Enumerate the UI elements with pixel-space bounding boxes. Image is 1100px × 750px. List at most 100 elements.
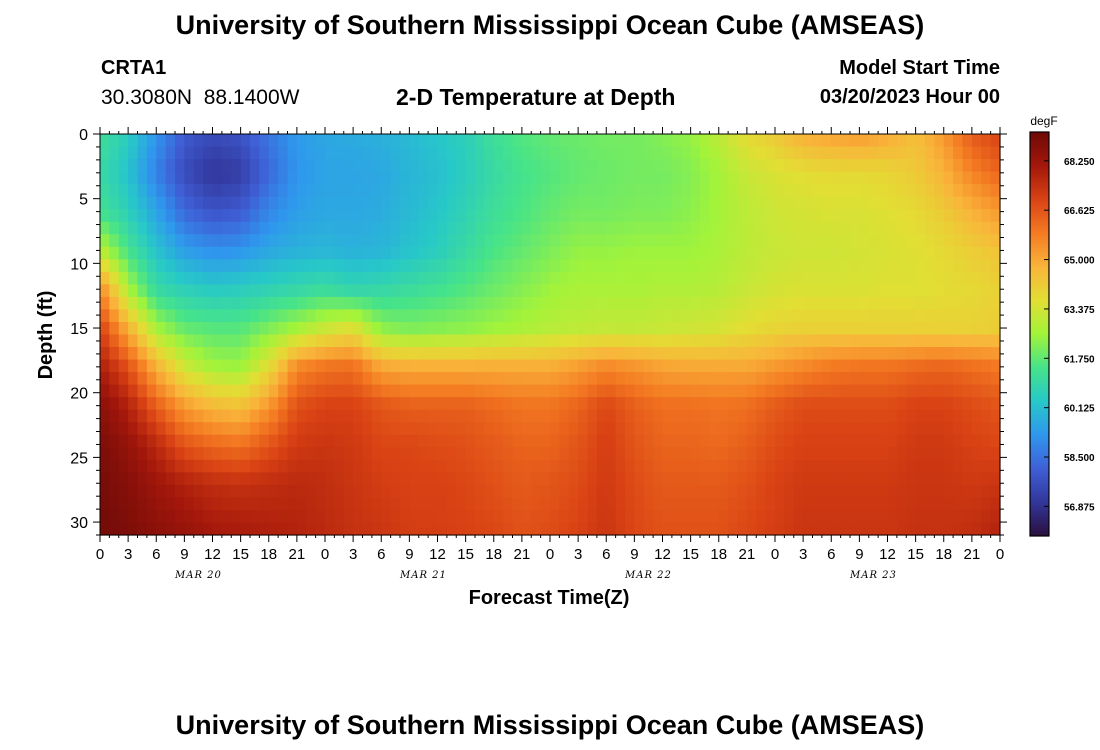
heatmap-cell	[259, 447, 270, 461]
heatmap-cell	[503, 146, 514, 160]
heatmap-cell	[306, 397, 317, 411]
heatmap-cell	[765, 334, 776, 348]
heatmap-cell	[531, 509, 542, 524]
heatmap-cell	[793, 497, 804, 511]
heatmap-cell	[212, 409, 223, 423]
heatmap-cell	[390, 409, 401, 423]
heatmap-cell	[559, 159, 570, 173]
heatmap-cell	[278, 509, 289, 524]
heatmap-cell	[353, 234, 364, 248]
heatmap-cell	[118, 459, 129, 473]
heatmap-cell	[287, 347, 298, 361]
heatmap-cell	[296, 347, 307, 361]
heatmap-cell	[446, 434, 457, 448]
heatmap-cell	[165, 447, 176, 461]
heatmap-cell	[568, 422, 579, 436]
heatmap-cell	[390, 397, 401, 411]
heatmap-cell	[362, 472, 373, 486]
heatmap-cell	[606, 472, 617, 486]
heatmap-cell	[156, 472, 167, 486]
heatmap-cell	[784, 134, 795, 148]
heatmap-cell	[109, 321, 120, 336]
heatmap-cell	[934, 196, 945, 210]
heatmap-cell	[578, 397, 589, 411]
heatmap-cell	[418, 309, 429, 323]
heatmap-cell	[821, 159, 832, 173]
heatmap-cell	[137, 159, 148, 173]
heatmap-cell	[606, 146, 617, 160]
heatmap-cell	[578, 134, 589, 148]
heatmap-cell	[156, 422, 167, 436]
heatmap-cell	[484, 434, 495, 448]
heatmap-cell	[596, 146, 607, 160]
heatmap-cell	[803, 484, 814, 499]
heatmap-cell	[493, 221, 504, 235]
heatmap-cell	[109, 447, 120, 461]
heatmap-cell	[221, 509, 232, 524]
heatmap-cell	[250, 221, 260, 235]
heatmap-cell	[250, 422, 260, 436]
heatmap-cell	[775, 359, 785, 373]
heatmap-cell	[878, 347, 889, 361]
heatmap-cell	[653, 359, 664, 373]
heatmap-cell	[437, 422, 448, 436]
heatmap-cell	[550, 184, 560, 198]
heatmap-cell	[118, 422, 129, 436]
heatmap-cell	[906, 309, 917, 323]
heatmap-cell	[212, 447, 223, 461]
heatmap-cell	[981, 309, 992, 323]
heatmap-cell	[175, 372, 185, 386]
heatmap-cell	[109, 209, 120, 223]
heatmap-cell	[775, 334, 785, 348]
heatmap-cell	[953, 522, 964, 536]
heatmap-cell	[118, 434, 129, 448]
heatmap-cell	[437, 522, 448, 536]
heatmap-cell	[428, 522, 439, 536]
heatmap-cell	[990, 284, 1001, 298]
heatmap-cell	[878, 246, 889, 260]
heatmap-cell	[315, 196, 326, 210]
heatmap-cell	[362, 484, 373, 499]
heatmap-cell	[315, 246, 326, 260]
heatmap-cell	[446, 296, 457, 311]
heatmap-cell	[990, 409, 1001, 423]
heatmap-cell	[503, 309, 514, 323]
heatmap-cell	[765, 209, 776, 223]
heatmap-cell	[484, 171, 495, 185]
heatmap-cell	[737, 196, 748, 210]
heatmap-cell	[193, 497, 204, 511]
heatmap-cell	[756, 372, 767, 386]
heatmap-cell	[118, 497, 129, 511]
heatmap-cell	[625, 296, 635, 311]
x-tick-label: 0	[771, 546, 779, 563]
heatmap-cell	[128, 221, 139, 235]
heatmap-cell	[109, 171, 120, 185]
heatmap-cell	[390, 309, 401, 323]
heatmap-cell	[268, 171, 279, 185]
heatmap-cell	[287, 271, 298, 285]
heatmap-cell	[287, 447, 298, 461]
heatmap-cell	[503, 484, 514, 499]
heatmap-cell	[662, 459, 673, 473]
heatmap-cell	[165, 184, 176, 198]
heatmap-cell	[371, 397, 382, 411]
heatmap-cell	[240, 472, 251, 486]
heatmap-cell	[596, 321, 607, 336]
heatmap-cell	[184, 221, 195, 235]
heatmap-cell	[353, 459, 364, 473]
heatmap-cell	[662, 397, 673, 411]
heatmap-cell	[296, 522, 307, 536]
heatmap-cell	[334, 484, 345, 499]
heatmap-cell	[512, 134, 523, 148]
heatmap-cell	[681, 234, 692, 248]
heatmap-cell	[334, 221, 345, 235]
heatmap-cell	[990, 159, 1001, 173]
heatmap-cell	[812, 309, 823, 323]
heatmap-cell	[250, 321, 260, 336]
heatmap-cell	[671, 334, 682, 348]
heatmap-cell	[662, 184, 673, 198]
heatmap-cell	[343, 422, 354, 436]
heatmap-cell	[128, 359, 139, 373]
heatmap-cell	[100, 196, 110, 210]
heatmap-cell	[334, 184, 345, 198]
